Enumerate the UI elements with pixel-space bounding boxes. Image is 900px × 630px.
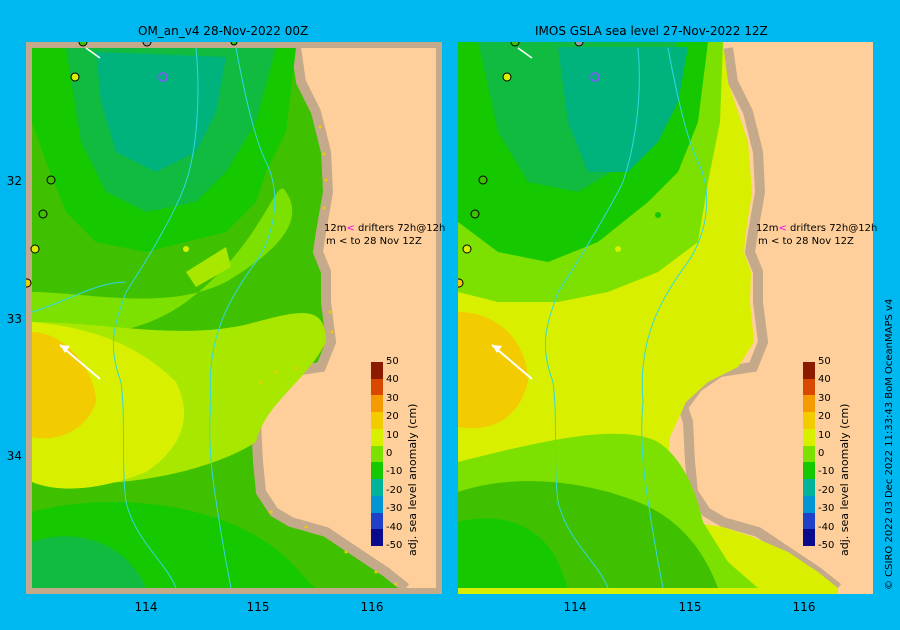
colorbar-tick-label: 30 <box>386 392 399 404</box>
colorbar-segment <box>803 362 815 380</box>
colorbar-tick-label: -50 <box>818 540 835 551</box>
colorbar-tick-label: 30 <box>818 392 831 404</box>
colorbar-segment <box>371 479 383 497</box>
colorbar-segment <box>803 512 815 530</box>
colorbar-tick-label: -30 <box>386 503 403 515</box>
drifter-legend-right-1: 12m< drifters 72h@12h <box>756 223 878 234</box>
colorbar-left-title: adj. sea level anomaly (cm) <box>406 403 419 556</box>
credit-text: © CSIRO 2022 03 Dec 2022 11:33:43 BoM Oc… <box>884 298 895 590</box>
colorbar-segment <box>371 378 383 396</box>
colorbar-segment <box>371 512 383 530</box>
colorbar-right-title: adj. sea level anomaly (cm) <box>838 403 851 556</box>
colorbar-tick-label: 0 <box>818 448 825 459</box>
colorbar-segment <box>803 462 815 480</box>
colorbar-tick-label: -10 <box>818 466 835 478</box>
colorbar-segment <box>803 479 815 497</box>
colorbar-segment <box>371 529 383 547</box>
lat-label-34: 34 <box>6 449 22 463</box>
colorbar-segment <box>803 412 815 430</box>
lon-label-115-right: 115 <box>678 600 702 614</box>
colorbar-tick-label: 20 <box>386 411 399 423</box>
colorbar-segment <box>371 495 383 514</box>
colorbar-segment <box>803 428 815 447</box>
colorbar-tick-label: 0 <box>386 448 393 459</box>
colorbar-tick-label: 10 <box>818 429 831 441</box>
lat-label-32: 32 <box>6 174 22 188</box>
colorbar-tick-label: -30 <box>818 503 835 515</box>
lon-label-116-right: 116 <box>792 600 816 614</box>
colorbar-segment <box>803 529 815 547</box>
colorbar-tick-label: 40 <box>386 374 399 386</box>
colorbar-segment <box>803 395 815 413</box>
drifter-legend-left-1: 12m< drifters 72h@12h <box>324 223 446 234</box>
lon-label-115-left: 115 <box>246 600 270 614</box>
colorbar-right <box>803 362 815 547</box>
colorbar-tick-label: -20 <box>386 484 403 496</box>
colorbar-segment <box>803 495 815 514</box>
colorbar-tick-label: 10 <box>386 429 399 441</box>
colorbar-tick-label: -40 <box>818 521 835 533</box>
colorbar-tick-label: 40 <box>818 374 831 386</box>
lon-label-116-left: 116 <box>360 600 384 614</box>
colorbar-segment <box>371 362 383 380</box>
colorbar-segment <box>371 395 383 413</box>
colorbar-tick-label: 50 <box>818 356 831 367</box>
colorbar-tick-label: -40 <box>386 521 403 533</box>
right-panel-title: IMOS GSLA sea level 27-Nov-2022 12Z <box>535 24 768 38</box>
colorbar-tick-label: 50 <box>386 356 399 367</box>
colorbar-segment <box>803 378 815 396</box>
colorbar-segment <box>371 412 383 430</box>
colorbar-tick-label: -20 <box>818 484 835 496</box>
colorbar-tick-label: -50 <box>386 540 403 551</box>
drifter-legend-left-2: m < to 28 Nov 12Z <box>326 236 422 247</box>
drifter-legend-right-2: m < to 28 Nov 12Z <box>758 236 854 247</box>
right-map <box>458 42 873 594</box>
lon-label-114-right: 114 <box>563 600 587 614</box>
left-panel-title: OM_an_v4 28-Nov-2022 00Z <box>138 24 309 38</box>
lon-label-114-left: 114 <box>134 600 158 614</box>
colorbar-segment <box>371 462 383 480</box>
colorbar-segment <box>803 445 815 463</box>
colorbar-tick-label: -10 <box>386 466 403 478</box>
colorbar-tick-label: 20 <box>818 411 831 423</box>
colorbar-left <box>371 362 383 547</box>
lat-label-33: 33 <box>6 312 22 326</box>
left-map <box>26 42 442 594</box>
colorbar-segment <box>371 428 383 447</box>
colorbar-segment <box>371 445 383 463</box>
